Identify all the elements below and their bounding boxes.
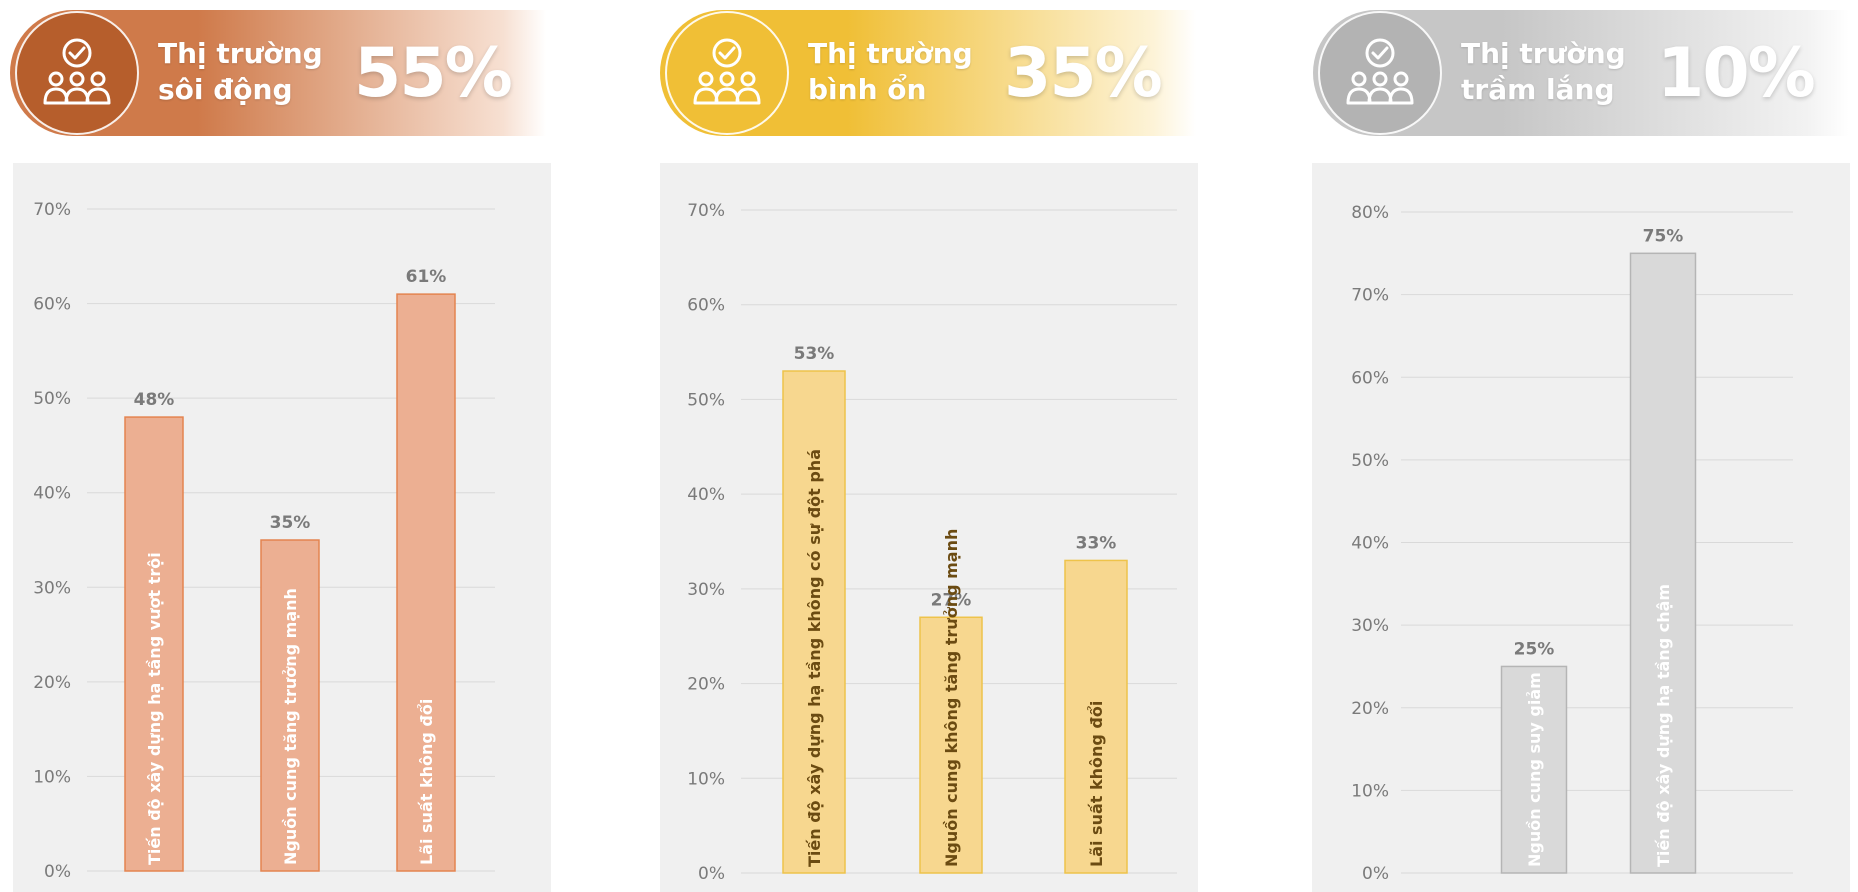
segment-title: Thị trường sôi động (158, 36, 323, 108)
segment-icon-circle (15, 11, 139, 135)
segment-icon-circle (1318, 11, 1442, 135)
segment-title-line1: Thị trường (158, 37, 323, 70)
data-label: 48% (134, 390, 175, 410)
people-check-icon (1346, 38, 1414, 105)
segment-share: 10% (1657, 34, 1816, 113)
segment-title-line1: Thị trường (1461, 37, 1626, 70)
bar (1500, 665, 1568, 874)
category-label: Lãi suất không đổi (417, 699, 436, 865)
y-tick-label: 50% (33, 389, 71, 409)
y-tick-label: 70% (33, 200, 71, 220)
y-tick-label: 30% (687, 580, 725, 600)
y-tick-label: 60% (33, 295, 71, 315)
y-tick-label: 40% (687, 485, 725, 505)
people-check-icon (43, 38, 111, 105)
bar (124, 416, 184, 872)
y-tick-label: 60% (1351, 368, 1389, 388)
bar (396, 293, 456, 872)
data-label: 25% (1514, 639, 1555, 659)
y-tick-label: 0% (698, 864, 725, 884)
bar-chart-hot: 0% 10% 20% 30% 40% 50% 60% 70% 48% Tiến độ xây dự… (33, 200, 495, 882)
segment-title: Thị trường trầm lắng (1461, 36, 1626, 108)
segment-header-quiet: Thị trường trầm lắng 10% (1313, 10, 1849, 136)
bar (1629, 252, 1697, 874)
y-tick-label: 60% (687, 296, 725, 316)
y-tick-label: 20% (33, 673, 71, 693)
segment-share: 55% (354, 34, 513, 113)
category-label: Nguồn cung tăng trưởng mạnh (281, 588, 300, 865)
data-label: 61% (406, 267, 447, 287)
data-label: 27% (931, 590, 972, 610)
people-check-icon (693, 38, 761, 105)
bar-chart-stable: 0% 10% 20% 30% 40% 50% 60% 70% 53% Tiến độ xây dự… (687, 201, 1177, 884)
chart-panel-quiet: 0% 10% 20% 30% 40% 50% 60% 70% 80% 25% Nguồn cung … (1312, 163, 1850, 892)
data-label: 75% (1643, 226, 1684, 246)
y-tick-label: 20% (1351, 699, 1389, 719)
category-label: Tiến độ xây dựng hạ tầng không có sự đột… (805, 449, 824, 867)
bar (919, 616, 983, 874)
y-tick-label: 10% (1351, 781, 1389, 801)
bar (782, 370, 846, 874)
y-tick-label: 20% (687, 675, 725, 695)
segment-share: 35% (1004, 34, 1163, 113)
category-label: Nguồn cung không tăng trưởng mạnh (942, 529, 961, 867)
segment-title: Thị trường bình ổn (808, 36, 973, 108)
bar-chart-quiet: 0% 10% 20% 30% 40% 50% 60% 70% 80% 25% Nguồn cung … (1351, 203, 1793, 884)
chart-panel-hot: 0% 10% 20% 30% 40% 50% 60% 70% 48% Tiến độ xây dự… (13, 163, 551, 892)
segment-title-line2: bình ổn (808, 73, 927, 106)
data-label: 33% (1076, 533, 1117, 553)
y-tick-label: 30% (1351, 616, 1389, 636)
y-tick-label: 30% (33, 578, 71, 598)
segment-icon-circle (665, 11, 789, 135)
y-tick-label: 50% (687, 390, 725, 410)
segment-title-line1: Thị trường (808, 37, 973, 70)
y-tick-label: 10% (33, 767, 71, 787)
y-tick-label: 40% (1351, 534, 1389, 554)
y-tick-label: 70% (687, 201, 725, 221)
y-tick-label: 40% (33, 484, 71, 504)
data-label: 53% (794, 344, 835, 364)
segment-title-line2: trầm lắng (1461, 73, 1615, 106)
y-tick-label: 0% (1362, 864, 1389, 884)
chart-panel-stable: 0% 10% 20% 30% 40% 50% 60% 70% 53% Tiến độ xây dự… (660, 163, 1198, 892)
data-label: 35% (270, 513, 311, 533)
y-tick-label: 50% (1351, 451, 1389, 471)
bar (1064, 559, 1128, 874)
category-label: Tiến độ xây dựng hạ tầng vượt trội (145, 552, 164, 865)
segment-header-hot: Thị trường sôi động 55% (10, 10, 546, 136)
category-label: Lãi suất không đổi (1087, 701, 1106, 867)
segment-title-line2: sôi động (158, 73, 293, 106)
segment-header-stable: Thị trường bình ổn 35% (660, 10, 1196, 136)
y-tick-label: 80% (1351, 203, 1389, 223)
y-tick-label: 10% (687, 769, 725, 789)
y-tick-label: 0% (44, 862, 71, 882)
category-label: Nguồn cung suy giảm (1525, 672, 1544, 867)
bar (260, 539, 320, 872)
category-label: Tiến độ xây dựng hạ tầng chậm (1654, 584, 1673, 867)
y-tick-label: 70% (1351, 286, 1389, 306)
